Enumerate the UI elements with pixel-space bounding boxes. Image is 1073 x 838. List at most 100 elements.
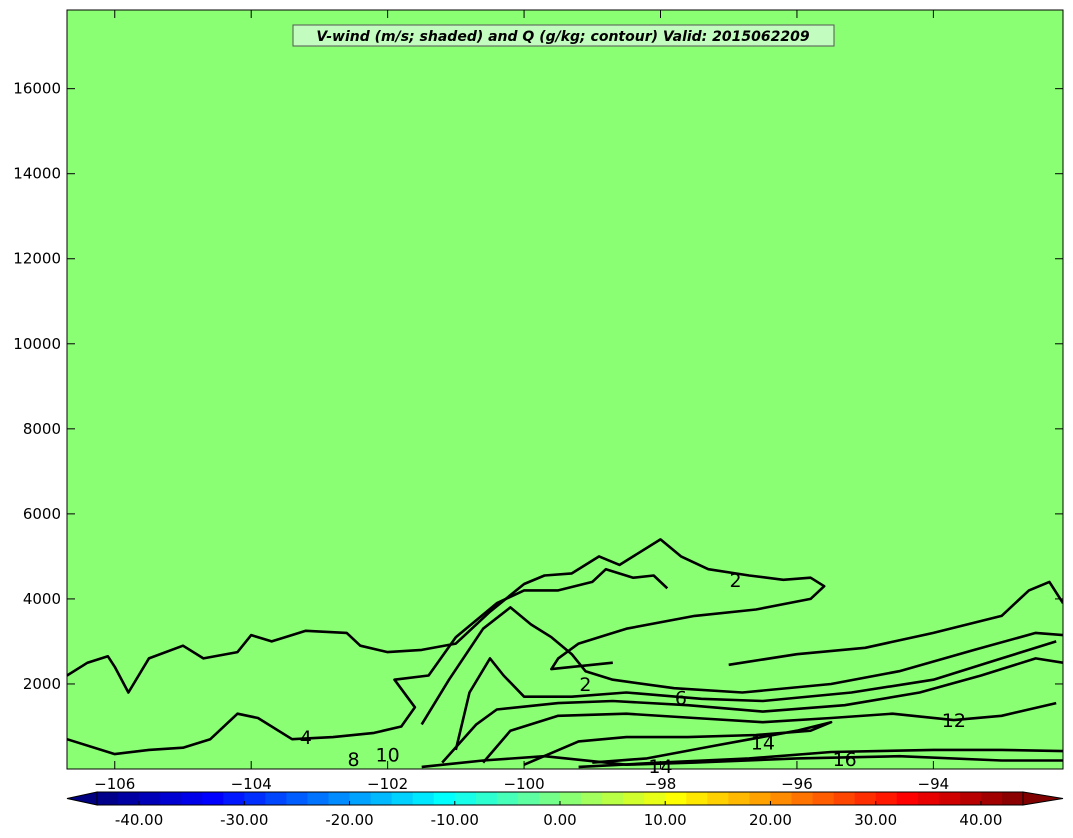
contour-line-12 [482,701,1057,764]
colorbar-bin [770,792,792,805]
contour-label: 2 [579,674,591,696]
x-tick-label: −94 [918,775,950,793]
colorbar-bin [854,792,877,805]
vwind-shading [67,10,1063,769]
colorbar-tick-label: 0.00 [543,811,576,829]
contour-label: 8 [347,749,359,771]
contour-label: 6 [675,688,687,710]
colorbar-bin [307,792,329,805]
colorbar-tick-label: -30.00 [220,811,268,829]
colorbar-bin [265,792,287,805]
colorbar [66,791,1064,806]
contour-label: 4 [300,727,312,749]
y-tick-label: 6000 [23,505,61,523]
colorbar-bin [581,792,603,805]
x-tick-label: −96 [781,775,813,793]
colorbar-bin [181,792,203,805]
y-tick-label: 4000 [23,590,61,608]
colorbar-tick-label: -20.00 [325,811,373,829]
colorbar-bin [707,792,729,805]
colorbar-bin [833,792,856,805]
colorbar-bin [370,792,393,805]
colorbar-bin [812,792,835,805]
y-tick-label: 2000 [23,675,61,693]
colorbar-tick-label: -10.00 [431,811,479,829]
colorbar-extend-high [1022,791,1064,806]
colorbar-bin [917,792,940,805]
colorbar-bin [433,792,456,805]
y-axis: 2000 4000 6000 8000 10000 12000 14000 16000 [13,80,1063,693]
colorbar-bin [686,792,708,805]
x-tick-label: −100 [503,775,544,793]
colorbar-bin [749,792,771,805]
contour-line-8 [454,640,1057,751]
y-tick-label: 8000 [23,420,61,438]
contour-label: 16 [833,749,857,771]
colorbar-bin [938,792,961,805]
colorbar-bin [980,792,1003,805]
contour-line-12 [728,580,1063,667]
colorbar-bin [286,792,308,805]
colorbar-bin [665,792,687,805]
colorbar-tick-label: 20.00 [749,811,792,829]
colorbar-bin [959,792,982,805]
y-tick-label: 16000 [13,80,61,98]
contour-line-14 [523,720,833,766]
colorbar-bin [412,792,435,805]
colorbar-bin [538,792,561,805]
chart-title: V-wind (m/s; shaded) and Q (g/kg; contou… [316,29,809,45]
colorbar-tick-label: 10.00 [644,811,687,829]
colorbar-bin [454,792,477,805]
colorbar-bin [223,792,245,805]
colorbar-bin [602,792,624,805]
colorbar-bin [644,792,666,805]
colorbar-bin [160,792,182,805]
colorbar-bin [896,792,919,805]
colorbar-tick-label: -40.00 [115,811,163,829]
colorbar-bin [244,792,266,805]
colorbar-bin [391,792,414,805]
colorbar-bin [475,792,498,805]
x-tick-label: −102 [367,775,408,793]
colorbar-bin [202,792,224,805]
contour-label: 2 [730,570,742,592]
x-axis: −106 −104 −102 −100 −98 −96 −94 [94,10,949,793]
contour-line-10 [441,657,1063,764]
plot-frame [66,9,1064,770]
contour-label: 10 [376,745,400,767]
x-tick-label: −98 [645,775,677,793]
colorbar-extend-low [66,791,98,806]
colorbar-ticks: -40.00 -30.00 -20.00 -10.00 0.00 10.00 20.00 30… [115,801,1002,829]
colorbar-tick-label: 30.00 [854,811,897,829]
contour-line-14 [421,754,1063,769]
colorbar-bin [560,792,582,805]
colorbar-bin [728,792,750,805]
colorbar-bin [623,792,645,805]
x-tick-label: −106 [94,775,135,793]
colorbar-bin [875,792,898,805]
contour-label: 14 [751,733,775,755]
colorbar-bin [1001,792,1024,805]
contour-line-4 [67,567,669,756]
contour-label: 12 [942,710,966,732]
colorbar-bin [517,792,540,805]
colorbar-bin [791,792,814,805]
chart-title-box: V-wind (m/s; shaded) and Q (g/kg; contou… [292,24,835,47]
colorbar-bin [328,792,351,805]
contour-line-2 [67,538,826,694]
shading-background [67,10,1063,769]
y-tick-label: 10000 [13,335,61,353]
y-tick-label: 12000 [13,250,61,268]
x-tick-label: −104 [231,775,272,793]
colorbar-bin [496,792,519,805]
colorbar-bin [118,792,140,805]
y-tick-label: 14000 [13,165,61,183]
q-contours [67,538,1063,769]
colorbar-bin [349,792,372,805]
colorbar-tick-label: 40.00 [959,811,1002,829]
colorbar-bin [97,792,119,805]
title-background [292,24,835,47]
contour-line-6 [420,606,1063,726]
colorbar-bin [139,792,161,805]
